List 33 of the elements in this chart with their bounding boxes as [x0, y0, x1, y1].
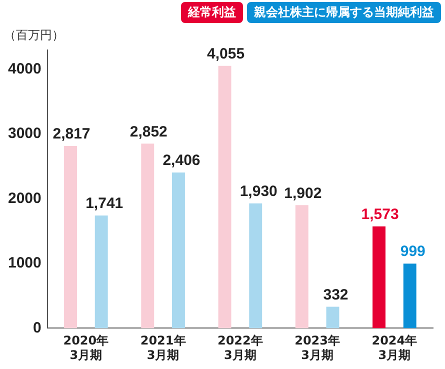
text: 親会社株主に帰属する当期純利益	[247, 2, 441, 23]
bar	[64, 146, 77, 328]
bar	[295, 205, 308, 328]
data-label: 2,852	[130, 123, 168, 140]
data-label: 1,930	[240, 182, 278, 200]
bar	[218, 66, 232, 328]
data-label: 332	[323, 286, 348, 304]
x-tick-label: 2024年 3月期	[372, 334, 418, 362]
y-tick-label: 3000	[8, 125, 42, 142]
y-tick-label: 0	[33, 319, 42, 336]
bar	[94, 216, 108, 328]
bar	[172, 172, 185, 328]
y-tick-label: 1000	[8, 254, 42, 272]
y-tick-label: 4000	[8, 60, 42, 78]
data-label: 2,817	[52, 126, 90, 143]
bar	[326, 306, 340, 328]
data-label: 1,741	[86, 195, 124, 212]
bar	[141, 144, 154, 328]
bar	[372, 226, 386, 328]
data-label: 4,055	[206, 45, 245, 62]
x-tick-label: 2023年 3月期	[294, 334, 340, 362]
data-label: 1,573	[361, 206, 399, 224]
data-label: 2,406	[162, 152, 200, 170]
x-tick-label: 2022年 3月期	[217, 334, 263, 362]
data-label: 1,902	[284, 184, 322, 202]
y-tick-label: 2000	[8, 190, 42, 207]
y-axis-title: （百万円）	[4, 28, 64, 42]
text: 経常利益	[181, 2, 243, 23]
bar	[403, 264, 416, 328]
bar	[249, 203, 262, 328]
x-tick-label: 2021年 3月期	[140, 334, 186, 362]
data-label: 999	[400, 243, 426, 260]
x-tick-label: 2020年 3月期	[63, 334, 109, 362]
